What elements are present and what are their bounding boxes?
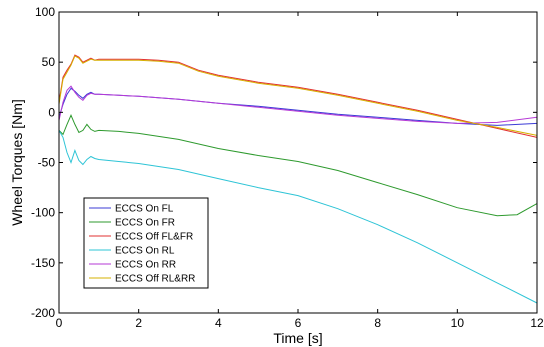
- x-tick-label: 8: [374, 316, 381, 330]
- legend-entry-1: ECCS On FR: [115, 218, 175, 229]
- y-tick-label: -200: [31, 306, 55, 320]
- plot-area: [58, 54, 538, 304]
- x-tick-label: 4: [215, 316, 222, 330]
- series-line-2: [58, 54, 538, 138]
- axes: 0 2 4 6 8 10 12 100 50 0 -50 -100 -150 -200 Time [s] Wh…: [9, 5, 544, 346]
- x-tick-label: 6: [295, 316, 302, 330]
- y-tick-label: -50: [38, 156, 56, 170]
- y-axis-label: Wheel Torques [Nm]: [9, 99, 25, 226]
- x-tick-label: 2: [135, 316, 142, 330]
- x-tick-label: 12: [530, 316, 544, 330]
- legend-box: [83, 197, 209, 289]
- legend-entry-3: ECCS On RL: [115, 246, 175, 257]
- y-tick-label: 50: [42, 55, 56, 69]
- x-axis-label: Time [s]: [273, 330, 322, 346]
- series-line-3: [58, 130, 538, 304]
- series-line-1: [58, 114, 538, 217]
- series-line-4: [58, 85, 538, 124]
- y-tick-label: -150: [31, 256, 55, 270]
- legend-entry-2: ECCS Off FL&FR: [115, 232, 193, 243]
- legend: ECCS On FL ECCS On FR ECCS Off FL&FR ECCS O…: [83, 197, 209, 289]
- legend-entry-5: ECCS Off RL&RR: [115, 274, 195, 285]
- legend-entry-4: ECCS On RR: [115, 260, 176, 271]
- x-tick-label: 10: [451, 316, 465, 330]
- y-tick-label: 100: [35, 5, 55, 19]
- x-tick-label: 0: [56, 316, 63, 330]
- y-tick-label: -100: [31, 206, 55, 220]
- series-line-0: [58, 87, 538, 126]
- series-line-5: [58, 55, 538, 136]
- legend-entry-0: ECCS On FL: [115, 204, 174, 215]
- y-tick-label: 0: [48, 105, 55, 119]
